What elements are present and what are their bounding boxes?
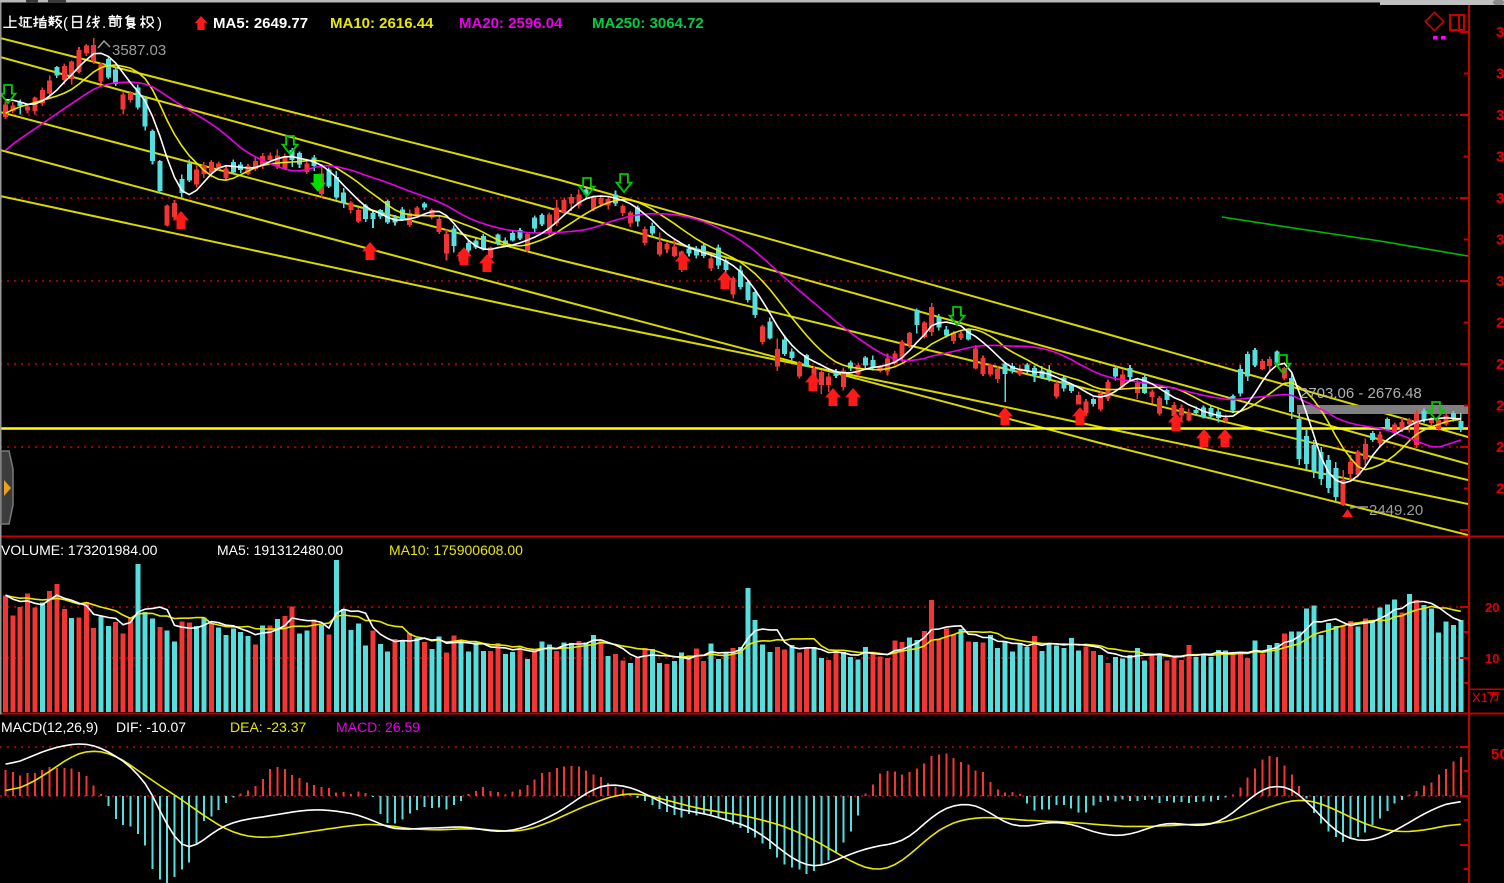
svg-text:34: 34 (1496, 107, 1504, 124)
svg-text:30: 30 (1496, 273, 1504, 290)
svg-text:DIF: -10.07: DIF: -10.07 (116, 719, 186, 735)
svg-text:MA20: 2596.04: MA20: 2596.04 (459, 15, 563, 32)
svg-text:27: 27 (1496, 398, 1504, 415)
svg-text:MA250: 3064.72: MA250: 3064.72 (592, 15, 704, 32)
svg-text:29: 29 (1496, 315, 1504, 332)
svg-text:.: . (102, 15, 106, 32)
svg-text:MA5: 191312480.00: MA5: 191312480.00 (217, 542, 343, 558)
svg-text:MA10: 175900608.00: MA10: 175900608.00 (389, 542, 523, 558)
svg-text:3587.03: 3587.03 (112, 42, 166, 59)
svg-text:35: 35 (1496, 66, 1504, 83)
svg-text:32: 32 (1496, 190, 1504, 207)
svg-text:25: 25 (1496, 481, 1504, 498)
svg-text:MACD: 26.59: MACD: 26.59 (336, 719, 420, 735)
svg-text:33: 33 (1496, 149, 1504, 166)
svg-text:2449.20: 2449.20 (1369, 502, 1423, 519)
svg-text:): ) (157, 15, 162, 32)
svg-text:MA5: 2649.77: MA5: 2649.77 (213, 15, 308, 32)
svg-text:DEA: -23.37: DEA: -23.37 (230, 719, 306, 735)
svg-text:2703.06 - 2676.48: 2703.06 - 2676.48 (1300, 385, 1422, 402)
svg-text:50: 50 (1491, 746, 1504, 763)
svg-text:MACD(12,26,9): MACD(12,26,9) (1, 719, 98, 735)
svg-text:31: 31 (1496, 232, 1504, 249)
svg-text:26: 26 (1496, 439, 1504, 456)
svg-text:36: 36 (1496, 24, 1504, 41)
svg-text:MA10: 2616.44: MA10: 2616.44 (330, 15, 434, 32)
svg-text:10: 10 (1485, 651, 1499, 666)
svg-text:20: 20 (1485, 600, 1499, 615)
svg-text:(: ( (63, 15, 68, 32)
svg-text:X1: X1 (1472, 690, 1488, 705)
svg-text:28: 28 (1496, 356, 1504, 373)
svg-text:VOLUME: 173201984.00: VOLUME: 173201984.00 (1, 542, 158, 558)
